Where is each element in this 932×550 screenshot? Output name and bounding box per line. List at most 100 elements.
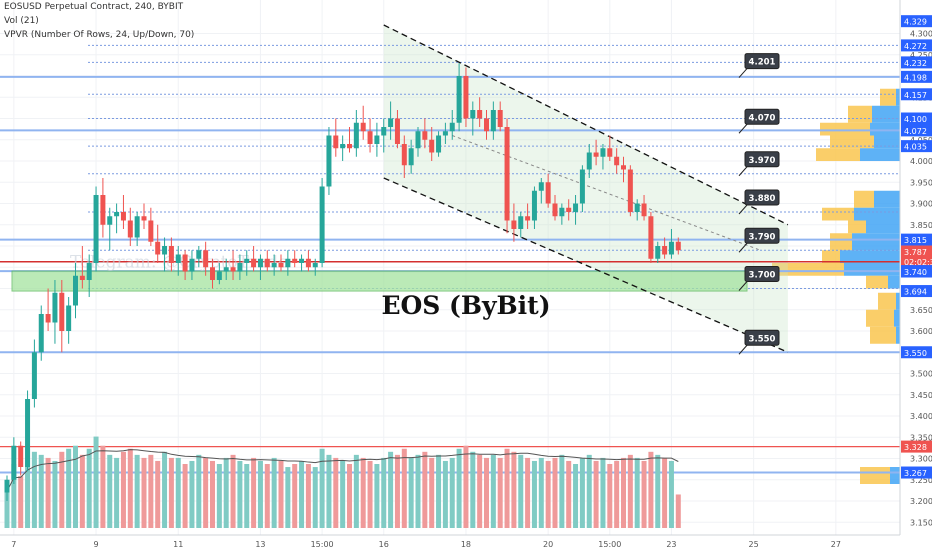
vpvr-up-bar: [860, 148, 900, 161]
volume-bar: [490, 454, 496, 528]
volume-bar: [627, 454, 633, 528]
volume-bar: [79, 454, 85, 528]
volume-bar: [299, 460, 305, 528]
candle-body: [127, 220, 133, 238]
price-label-tag: [901, 233, 932, 246]
candle-body: [264, 258, 270, 268]
candle-body: [31, 352, 37, 399]
vpvr-up-bar: [896, 326, 900, 344]
candle-body: [299, 258, 305, 263]
vpvr-down-bar: [772, 263, 844, 276]
volume-bar: [675, 494, 681, 528]
candle-body: [655, 246, 661, 259]
time-tick-label: 23: [666, 540, 676, 549]
volume-bar: [353, 454, 359, 528]
volume-bar: [525, 457, 531, 528]
candle-body: [614, 156, 620, 166]
volume-bar: [367, 460, 373, 528]
candle-body: [531, 190, 537, 221]
volume-bar: [127, 448, 133, 528]
volume-ma-line: [6, 449, 679, 492]
vpvr-down-bar: [878, 292, 896, 310]
level-callout-text: 4.201: [749, 58, 776, 68]
volume-bar: [668, 460, 674, 528]
vpvr-down-bar: [860, 467, 890, 484]
volume-bar: [230, 454, 236, 528]
candle-body: [593, 152, 599, 157]
vpvr-up-bar: [888, 275, 900, 289]
vpvr-down-bar: [870, 326, 896, 344]
price-tick-label: 3.950: [910, 178, 932, 187]
candle-body: [223, 267, 229, 272]
volume-bar: [579, 457, 585, 528]
volume-bar: [319, 448, 325, 528]
volume-bar: [463, 445, 469, 528]
price-label-text: 3.267: [904, 469, 927, 478]
volume-bar: [278, 460, 284, 528]
volume-bar: [59, 451, 65, 528]
time-tick-label: 18: [461, 540, 471, 549]
vpvr-up-bar: [872, 105, 900, 123]
candle-body: [100, 195, 106, 225]
volume-bar: [662, 457, 668, 528]
volume-bar: [593, 460, 599, 528]
price-label-tag: [901, 112, 932, 125]
candle-body: [114, 212, 120, 217]
volume-bar: [442, 460, 448, 528]
volume-bar: [641, 460, 647, 528]
price-label-text: 4.035: [904, 143, 927, 152]
vpvr-down-bar: [866, 275, 888, 289]
volume-bar: [552, 457, 558, 528]
candle-body: [394, 118, 400, 144]
candle-body: [429, 139, 435, 153]
price-tick-label: 3.500: [910, 370, 932, 379]
volume-bar: [305, 464, 311, 528]
vpvr-up-bar: [874, 190, 900, 208]
candle-body: [292, 258, 298, 263]
vpvr-down-bar: [880, 88, 896, 106]
price-label-text: 4.272: [904, 42, 927, 51]
candle-body: [662, 246, 668, 255]
candle-body: [237, 263, 243, 272]
candle-body: [66, 305, 72, 331]
vpvr-down-bar: [820, 122, 870, 136]
vpvr-down-bar: [854, 190, 874, 208]
candle-body: [333, 135, 339, 149]
volume-bar: [285, 467, 291, 528]
candle-body: [86, 263, 92, 280]
price-tick-label: 4.000: [910, 157, 932, 166]
level-callout-text: 3.970: [749, 156, 776, 166]
volume-bar: [134, 454, 140, 528]
vpvr-up-bar: [866, 220, 900, 234]
vpvr-up-bar: [870, 122, 900, 136]
time-tick-label: 25: [749, 540, 759, 549]
candle-body: [579, 169, 585, 204]
candle-body: [52, 292, 58, 323]
price-label-tag: [901, 466, 932, 479]
price-label-text: 4.072: [904, 127, 927, 136]
price-label-tag: [901, 255, 932, 268]
time-tick-label: 27: [831, 540, 841, 549]
vpvr-down-bar: [866, 309, 894, 327]
candle-body: [251, 258, 257, 268]
volume-bar: [31, 451, 37, 528]
candle-body: [182, 254, 188, 272]
candle-body: [312, 263, 318, 268]
candle-body: [627, 169, 633, 212]
candle-body: [59, 292, 65, 331]
volume-bar: [415, 454, 421, 528]
volume-bar: [374, 464, 380, 528]
candle-body: [648, 216, 654, 259]
candle-body: [374, 135, 380, 144]
candle-body: [257, 258, 263, 268]
vpvr-up-bar: [844, 263, 900, 276]
volume-bar: [4, 491, 10, 528]
volume-bar: [251, 457, 257, 528]
volume-bar: [66, 448, 72, 528]
candle-body: [216, 271, 222, 280]
price-label-tag: [901, 124, 932, 137]
price-label-tag: [901, 140, 932, 153]
level-callout-text: 3.700: [749, 271, 776, 281]
candle-body: [244, 258, 250, 263]
